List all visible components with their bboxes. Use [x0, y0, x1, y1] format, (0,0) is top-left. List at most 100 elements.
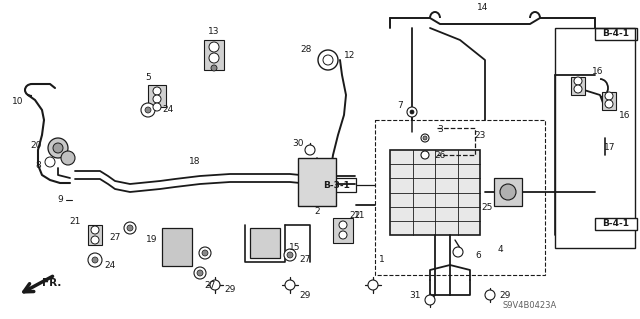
Circle shape: [368, 280, 378, 290]
Circle shape: [199, 247, 211, 259]
Text: 25: 25: [481, 204, 493, 212]
Circle shape: [145, 107, 151, 113]
Circle shape: [48, 138, 68, 158]
Circle shape: [287, 252, 293, 258]
Text: 11: 11: [355, 211, 365, 219]
Circle shape: [194, 267, 206, 279]
Bar: [298, 158, 336, 206]
Circle shape: [500, 184, 516, 200]
Text: 4: 4: [497, 246, 503, 255]
Bar: [555, 28, 635, 248]
Circle shape: [339, 231, 347, 239]
Text: 15: 15: [289, 243, 301, 253]
Text: 27: 27: [204, 280, 216, 290]
Text: 31: 31: [409, 291, 420, 300]
Circle shape: [423, 136, 427, 140]
Text: 20: 20: [30, 140, 42, 150]
Bar: [318, 178, 356, 192]
Text: 21: 21: [69, 218, 81, 226]
Text: 9: 9: [57, 196, 63, 204]
Text: FR.: FR.: [42, 278, 61, 288]
Circle shape: [45, 157, 55, 167]
Bar: [250, 228, 280, 258]
Circle shape: [211, 65, 217, 71]
Text: B-3-1: B-3-1: [324, 181, 351, 189]
Text: 28: 28: [300, 46, 312, 55]
Text: 16: 16: [592, 68, 604, 77]
Text: 7: 7: [397, 100, 403, 109]
Bar: [162, 228, 192, 266]
Circle shape: [605, 92, 613, 100]
Text: 10: 10: [12, 98, 24, 107]
Circle shape: [574, 85, 582, 93]
Circle shape: [88, 253, 102, 267]
Text: 29: 29: [300, 291, 310, 300]
Bar: [595, 218, 637, 230]
Circle shape: [153, 95, 161, 103]
Circle shape: [127, 225, 133, 231]
Text: 14: 14: [477, 4, 489, 12]
Text: 26: 26: [435, 151, 445, 160]
Circle shape: [284, 249, 296, 261]
Text: 6: 6: [475, 250, 481, 259]
Circle shape: [339, 221, 347, 229]
Circle shape: [574, 77, 582, 85]
Bar: [571, 77, 585, 95]
Text: 24: 24: [163, 106, 173, 115]
Text: 3: 3: [437, 125, 443, 135]
Text: B-4-1: B-4-1: [602, 219, 630, 228]
Circle shape: [153, 103, 161, 111]
Text: 29: 29: [224, 286, 236, 294]
Circle shape: [197, 270, 203, 276]
Circle shape: [285, 280, 295, 290]
Circle shape: [91, 226, 99, 234]
Bar: [88, 225, 102, 245]
Text: 17: 17: [604, 144, 616, 152]
Text: 27: 27: [109, 234, 121, 242]
Text: 1: 1: [379, 256, 385, 264]
Circle shape: [421, 151, 429, 159]
Circle shape: [323, 55, 333, 65]
Bar: [375, 120, 545, 275]
Text: 29: 29: [499, 291, 511, 300]
Circle shape: [61, 151, 75, 165]
Circle shape: [92, 257, 98, 263]
Circle shape: [407, 107, 417, 117]
Circle shape: [202, 250, 208, 256]
Bar: [148, 85, 166, 107]
Bar: [602, 92, 616, 110]
Circle shape: [53, 143, 63, 153]
Text: 5: 5: [145, 73, 151, 83]
Bar: [204, 40, 224, 70]
Text: S9V4B0423A: S9V4B0423A: [503, 300, 557, 309]
Text: 16: 16: [620, 110, 631, 120]
Text: 18: 18: [189, 158, 201, 167]
Circle shape: [210, 280, 220, 290]
Text: 23: 23: [474, 130, 486, 139]
Circle shape: [485, 290, 495, 300]
Circle shape: [153, 87, 161, 95]
Bar: [494, 178, 522, 206]
Text: 19: 19: [147, 235, 157, 244]
Circle shape: [209, 53, 219, 63]
Circle shape: [453, 247, 463, 257]
Text: 8: 8: [35, 160, 41, 169]
Circle shape: [209, 42, 219, 52]
Text: 30: 30: [292, 138, 304, 147]
Text: 2: 2: [314, 207, 320, 217]
Circle shape: [91, 236, 99, 244]
Text: B-4-1: B-4-1: [602, 29, 630, 39]
Circle shape: [421, 134, 429, 142]
Circle shape: [305, 145, 315, 155]
Circle shape: [124, 222, 136, 234]
Circle shape: [318, 50, 338, 70]
Circle shape: [141, 103, 155, 117]
Bar: [595, 28, 637, 40]
Circle shape: [425, 295, 435, 305]
Circle shape: [605, 100, 613, 108]
Circle shape: [410, 110, 414, 114]
Text: 12: 12: [344, 50, 356, 60]
Text: 24: 24: [104, 261, 116, 270]
Bar: [333, 218, 353, 243]
Text: 22: 22: [349, 211, 360, 219]
